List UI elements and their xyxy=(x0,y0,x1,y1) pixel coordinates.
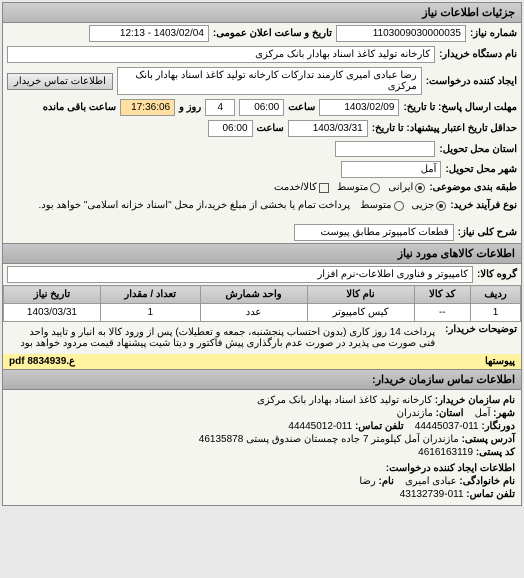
checkbox-service[interactable] xyxy=(319,183,329,193)
opt-medium: متوسط xyxy=(337,182,368,193)
validity-time-value: 06:00 xyxy=(208,120,253,137)
fax-value: 011-44445037 xyxy=(415,421,479,432)
overall-desc-label: شرح کلی نیاز: xyxy=(458,227,517,238)
opt-iranian: ایرانی xyxy=(388,182,413,193)
days-label: روز و xyxy=(179,102,201,113)
phone-value: 011-44445012 xyxy=(288,421,352,432)
opt-medium2: متوسط xyxy=(360,200,391,211)
province-value: مازندران xyxy=(397,408,433,419)
buyer-device-value: کارخانه تولید کاغذ اسناد بهادار بانک مرک… xyxy=(7,46,435,63)
process-type-label: نوع فرآیند خرید: xyxy=(450,200,517,211)
panel-title: جزئیات اطلاعات نیاز xyxy=(3,3,521,23)
table-header: نام کالا xyxy=(307,286,414,304)
classification-radios: ایرانی متوسط کالا/خدمت xyxy=(274,182,425,193)
attachment-file[interactable]: ع.pdf 8834939 xyxy=(9,356,75,367)
family-value: عبادی امیری xyxy=(405,476,457,487)
table-cell: عدد xyxy=(200,304,307,322)
days-value: 4 xyxy=(205,99,235,116)
announce-date-label: تاریخ و ساعت اعلان عمومی: xyxy=(213,28,332,39)
radio-medium2[interactable] xyxy=(394,201,404,211)
delivery-city-value: آمل xyxy=(341,161,441,178)
time-label-2: ساعت xyxy=(257,123,284,134)
name-label: نام: xyxy=(379,476,394,487)
time-label-1: ساعت xyxy=(288,102,315,113)
province-label: استان: xyxy=(436,408,464,419)
family-label: نام خانوادگی: xyxy=(459,476,515,487)
table-header: ردیف xyxy=(471,286,521,304)
validity-date-value: 1403/03/31 xyxy=(288,120,368,137)
delivery-province-value xyxy=(335,141,435,157)
process-note: پرداخت تمام یا بخشی از مبلغ خرید،از محل … xyxy=(32,197,356,214)
phone-label: تلفن تماس: xyxy=(355,421,404,432)
table-row: 1--کیس کامپیوترعدد11403/03/31 xyxy=(4,304,521,322)
table-header: کد کالا xyxy=(414,286,471,304)
deadline-date-value: 1403/02/09 xyxy=(319,99,399,116)
creator-label: ایجاد کننده درخواست: xyxy=(426,76,517,87)
opt-service: کالا/خدمت xyxy=(274,182,317,193)
opt-partial: جزیی xyxy=(412,200,435,211)
goods-table: ردیفکد کالانام کالاواحد شمارشتعداد / مقد… xyxy=(3,285,521,322)
delivery-city-label: شهر محل تحویل: xyxy=(445,164,517,175)
explanation-label: توضیحات خریدار: xyxy=(445,324,517,335)
table-header: تعداد / مقدار xyxy=(100,286,200,304)
group-label: گروه کالا: xyxy=(477,269,517,280)
creator-value: رضا عبادی امیری کارمند تدارکات کارخانه ت… xyxy=(117,67,422,95)
table-cell: 1 xyxy=(471,304,521,322)
city-value: آمل xyxy=(475,408,491,419)
creator-phone-label: تلفن تماس: xyxy=(466,489,515,500)
table-cell: -- xyxy=(414,304,471,322)
table-cell: 1 xyxy=(100,304,200,322)
creator-phone-value: 011-43132739 xyxy=(400,489,464,500)
validity-label: حداقل تاریخ اعتبار پیشنهاد: تا تاریخ: xyxy=(372,123,517,134)
radio-iranian[interactable] xyxy=(415,183,425,193)
deadline-label: مهلت ارسال پاسخ: تا تاریخ: xyxy=(403,102,517,113)
request-number-value: 1103009030000035 xyxy=(336,25,466,42)
contact-section-header: اطلاعات تماس سازمان خریدار: xyxy=(3,369,521,390)
table-cell: کیس کامپیوتر xyxy=(307,304,414,322)
table-header: واحد شمارش xyxy=(200,286,307,304)
request-number-label: شماره نیاز: xyxy=(470,28,517,39)
deadline-time-value: 06:00 xyxy=(239,99,284,116)
table-cell: 1403/03/31 xyxy=(4,304,101,322)
creator-section-label: اطلاعات ایجاد کننده درخواست: xyxy=(386,463,515,474)
classification-label: طبقه بندی موضوعی: xyxy=(429,182,517,193)
radio-medium[interactable] xyxy=(370,183,380,193)
attachments-label: پیوستها xyxy=(485,356,515,367)
buyer-device-label: نام دستگاه خریدار: xyxy=(439,49,517,60)
table-header: تاریخ نیاز xyxy=(4,286,101,304)
remaining-time-value: 17:36:06 xyxy=(120,99,175,116)
goods-section-header: اطلاعات کالاهای مورد نیاز xyxy=(3,243,521,264)
org-label: نام سازمان خریدار: xyxy=(435,395,515,406)
overall-desc-value: قطعات کامپیوتر مطابق پیوست xyxy=(294,224,454,241)
postal-value: 4616163119 xyxy=(418,447,473,458)
process-radios: جزیی متوسط xyxy=(360,200,446,211)
remaining-label: ساعت باقی مانده xyxy=(43,102,116,113)
city-label: شهر: xyxy=(493,408,515,419)
address-label: آدرس پستی: xyxy=(462,434,515,445)
explanation-text: پرداخت 14 روز کاری (بدون احتساب پنجشنبه،… xyxy=(7,324,441,352)
contact-info-button[interactable]: اطلاعات تماس خریدار xyxy=(7,73,113,90)
announce-date-value: 1403/02/04 - 12:13 xyxy=(89,25,209,42)
postal-label: کد پستی: xyxy=(476,447,515,458)
org-value: کارخانه تولید کاغذ اسناد بهادار بانک مرک… xyxy=(257,395,432,406)
fax-label: دورنگار: xyxy=(481,421,515,432)
group-value: کامپیوتر و فناوری اطلاعات-نرم افزار xyxy=(7,266,473,283)
name-value: رضا xyxy=(359,476,375,487)
address-value: مازندران آمل کیلومتر 7 جاده چمستان صندوق… xyxy=(199,434,459,445)
radio-partial[interactable] xyxy=(436,201,446,211)
delivery-province-label: استان محل تحویل: xyxy=(439,144,517,155)
